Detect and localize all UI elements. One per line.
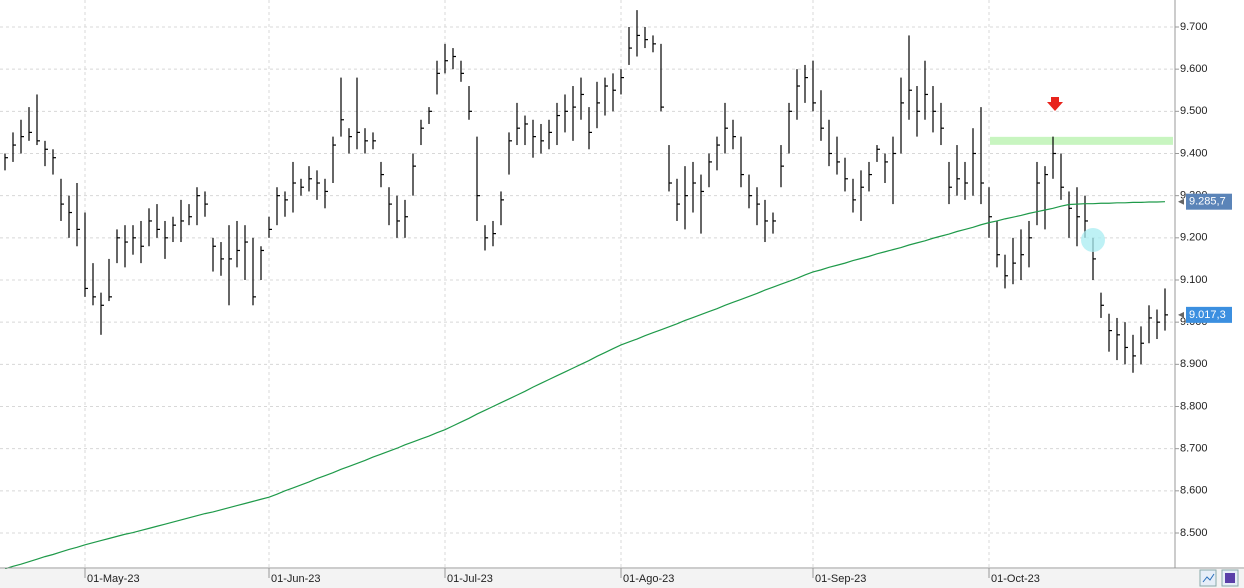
y-tick-label: 9.600 [1180,63,1208,75]
y-tick-label: 8.900 [1180,358,1208,370]
signal-arrow [1047,97,1063,111]
price-label-pointer [1178,311,1184,318]
scale-icon [1202,573,1215,583]
plot [4,10,1173,570]
price-label: 9.285,7 [1189,196,1226,208]
x-tick-label: 01-Jun-23 [271,573,321,585]
y-tick-label: 9.700 [1180,21,1208,33]
x-tick-label: 01-Oct-23 [991,573,1040,585]
y-tick-label: 9.200 [1180,232,1208,244]
x-tick-label: 01-Jul-23 [447,573,493,585]
y-tick-label: 9.500 [1180,105,1208,117]
price-label-box [1186,193,1232,210]
save-icon [1225,573,1235,583]
y-tick-label: 8.800 [1180,400,1208,412]
axes: 8.5008.6008.7008.8008.9009.0009.1009.200… [84,21,1232,585]
x-tick-label: 01-May-23 [87,573,140,585]
highlight-level [990,136,1173,145]
x-axis-bar [0,569,1244,588]
price-label-box [1186,306,1232,323]
x-tick-label: 01-Ago-23 [623,573,674,585]
price-label: 9.017,3 [1189,309,1226,321]
y-tick-label: 8.700 [1180,443,1208,455]
y-tick-label: 9.400 [1180,147,1208,159]
moving-average [4,201,1166,570]
price-label-pointer [1178,198,1184,205]
y-tick-label: 9.100 [1180,274,1208,286]
x-tick-label: 01-Sep-23 [815,573,866,585]
y-tick-label: 8.600 [1180,485,1208,497]
signal-circle [1081,228,1105,252]
y-tick-label: 8.500 [1180,527,1208,539]
